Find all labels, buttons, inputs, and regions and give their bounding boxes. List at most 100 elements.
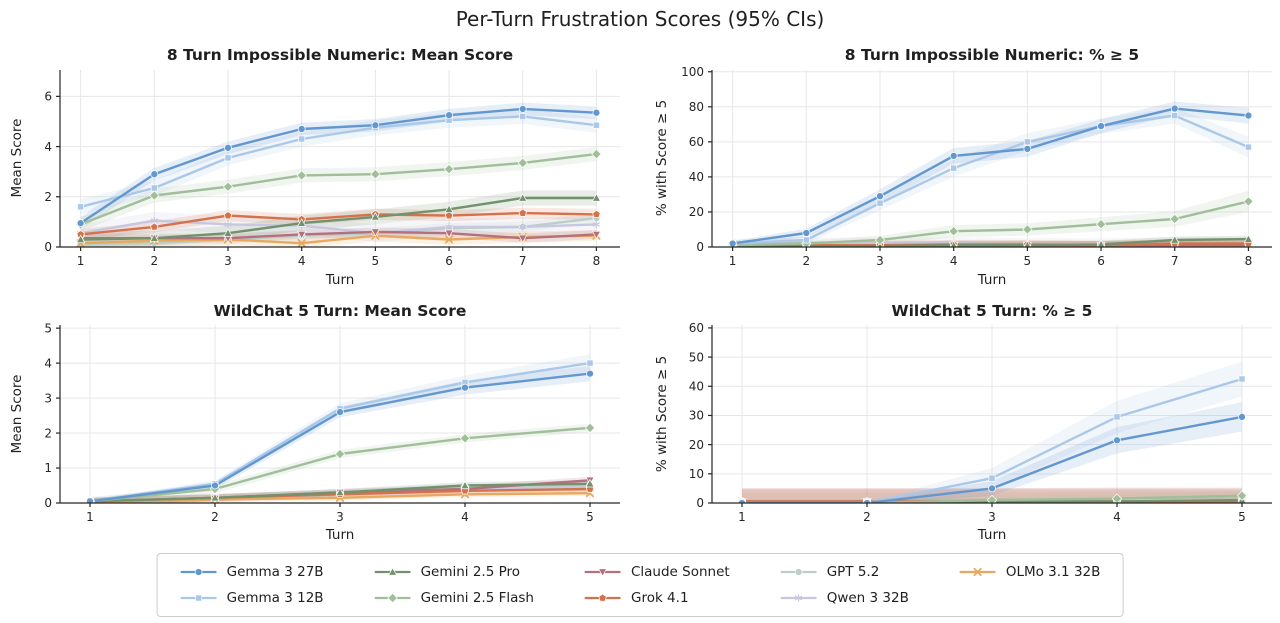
legend: Gemma 3 27B Gemma 3 12B Gemini 2.5 Pro Gemi…	[156, 553, 1124, 617]
legend-item-gemma-3-27b: Gemma 3 27B	[180, 564, 324, 580]
line-gemini-2-5-flash	[79, 152, 598, 226]
legend-label: Grok 4.1	[630, 590, 689, 606]
markers-gemma-3-27b	[738, 413, 1246, 503]
x-tick-label: 5	[372, 254, 380, 268]
y-tick-label: 80	[689, 100, 704, 114]
y-tick-label: 4	[44, 356, 52, 370]
ticks: 1 2 3 4 5 6 7 8 0 2 4 6	[44, 90, 600, 268]
legend-marker-gemini-2-5-pro	[374, 567, 411, 576]
x-tick-label: 8	[593, 254, 601, 268]
y-tick-label: 0	[44, 240, 52, 254]
legend-label: OLMo 3.1 32B	[1005, 564, 1101, 580]
x-tick-label: 7	[519, 254, 527, 268]
plot-area	[84, 354, 596, 503]
markers-gemma-3-27b	[86, 369, 594, 503]
x-tick-label: 1	[77, 254, 85, 268]
chart-title-top-right: 8 Turn Impossible Numeric: % ≥ 5	[844, 46, 1140, 64]
legend-item-gpt-5-2: GPT 5.2	[780, 564, 909, 580]
x-tick-label: 1	[738, 510, 746, 524]
legend-item-grok-4-1: Grok 4.1	[584, 590, 730, 606]
ci-band-gemma-3-27b	[732, 101, 1249, 247]
x-tick-label: 2	[150, 254, 158, 268]
markers-gemma-3-27b	[76, 105, 601, 227]
legend-label: Qwen 3 32B	[826, 590, 909, 606]
legend-marker-gpt-5-2	[780, 568, 817, 576]
y-tick-label: 2	[44, 426, 52, 440]
grid	[60, 325, 620, 504]
line-gemini-2-5-pro	[731, 237, 1250, 247]
y-tick-label: 4	[44, 140, 52, 154]
legend-marker-gemma-3-27b	[180, 568, 217, 576]
x-tick-label: 3	[224, 254, 232, 268]
line-gemma-3-12b	[79, 115, 598, 209]
y-tick-label: 10	[689, 467, 704, 481]
x-tick-label: 7	[1171, 254, 1179, 268]
x-tick-label: 6	[445, 254, 453, 268]
markers-gemini-2-5-pro	[76, 193, 602, 244]
legend-item-gemini-2-5-pro: Gemini 2.5 Pro	[374, 564, 534, 580]
y-tick-label: 6	[44, 90, 52, 104]
x-tick-label: 3	[876, 254, 884, 268]
legend-item-gemma-3-12b: Gemma 3 12B	[180, 590, 324, 606]
legend-label: Gemini 2.5 Pro	[420, 564, 521, 580]
legend-marker-claude-sonnet	[584, 568, 622, 577]
y-tick-label: 20	[689, 438, 704, 452]
chart-title-bottom-left: WildChat 5 Turn: Mean Score	[213, 302, 467, 320]
y-tick-label: 40	[689, 170, 704, 184]
legend-item-claude-sonnet: Claude Sonnet	[584, 564, 730, 580]
markers-gemma-3-27b	[728, 104, 1253, 247]
legend-marker-gemini-2-5-flash	[374, 592, 411, 604]
x-tick-label: 4	[461, 510, 469, 524]
x-axis-label-top-left: Turn	[325, 272, 355, 288]
legend-item-gemini-2-5-flash: Gemini 2.5 Flash	[374, 590, 534, 606]
y-tick-label: 2	[44, 190, 52, 204]
plot-area	[736, 361, 1248, 503]
x-tick-label: 2	[802, 254, 810, 268]
legend-label: Gemma 3 27B	[226, 564, 324, 580]
line-gemini-2-5-pro	[79, 196, 598, 241]
x-tick-label: 1	[86, 510, 94, 524]
chart-title-top-left: 8 Turn Impossible Numeric: Mean Score	[166, 46, 514, 64]
markers-gemini-2-5-flash	[75, 148, 602, 230]
chart-top-left: 1 2 3 4 5 6 7 8 0 2 4 6	[44, 70, 620, 268]
plot-area	[727, 101, 1254, 247]
chart-title-bottom-right: WildChat 5 Turn: % ≥ 5	[891, 302, 1093, 320]
x-tick-label: 3	[336, 510, 344, 524]
y-tick-label: 5	[44, 321, 52, 335]
chart-bottom-left: 1 2 3 4 5 0 1 2 3 4 5	[44, 321, 620, 524]
y-tick-label: 60	[689, 135, 704, 149]
x-tick-label: 2	[863, 510, 871, 524]
line-gemma-3-27b	[731, 107, 1250, 245]
ci-band-gemini-2-5-pro	[80, 190, 597, 247]
y-tick-label: 0	[44, 496, 52, 510]
y-tick-label: 20	[689, 205, 704, 219]
x-tick-label: 4	[298, 254, 306, 268]
y-tick-label: 0	[696, 240, 704, 254]
x-tick-label: 5	[1238, 510, 1246, 524]
x-tick-label: 6	[1097, 254, 1105, 268]
legend-item-olmo-3-1-32b: OLMo 3.1 32B	[959, 564, 1101, 580]
y-tick-label: 3	[44, 391, 52, 405]
line-gemini-2-5-flash	[731, 200, 1250, 247]
x-tick-label: 5	[1024, 254, 1032, 268]
legend-label: Gemini 2.5 Flash	[420, 590, 534, 606]
x-tick-label: 2	[211, 510, 219, 524]
y-tick-label: 100	[681, 65, 704, 79]
legend-marker-olmo-3-1-32b	[959, 567, 996, 577]
x-axis-label-bottom-right: Turn	[977, 527, 1007, 543]
y-tick-label: 60	[689, 321, 704, 335]
legend-item-qwen-3-32b: Qwen 3 32B	[780, 590, 909, 606]
line-qwen-3-32b	[79, 219, 598, 235]
markers-grok-4-1	[76, 208, 601, 239]
x-tick-label: 5	[586, 510, 594, 524]
ci-band-gemma-3-27b	[742, 402, 1242, 503]
y-tick-label: 0	[696, 496, 704, 510]
legend-marker-qwen-3-32b	[780, 594, 817, 602]
y-tick-label: 30	[689, 409, 704, 423]
x-tick-label: 4	[950, 254, 958, 268]
legend-marker-grok-4-1	[584, 593, 622, 602]
x-axis-label-bottom-left: Turn	[325, 527, 355, 543]
